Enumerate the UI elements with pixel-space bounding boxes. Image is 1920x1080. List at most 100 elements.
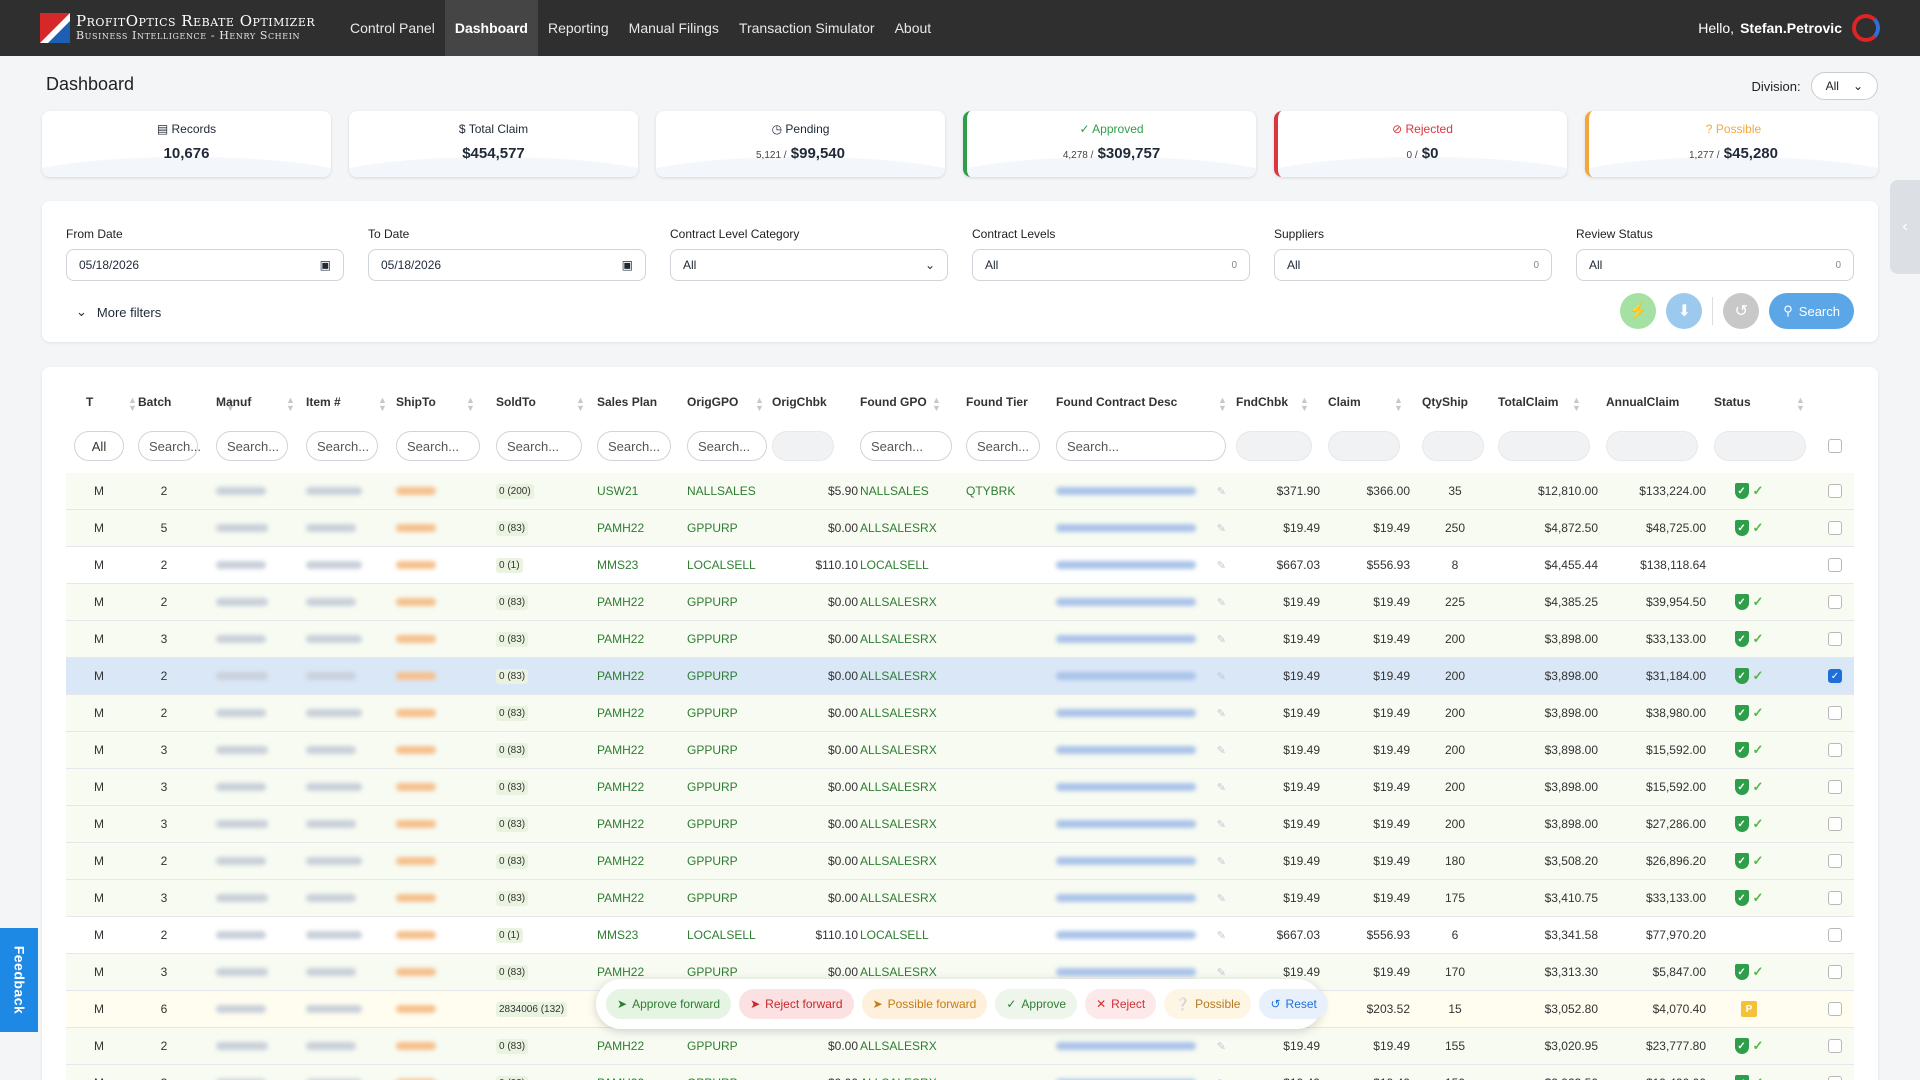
feedback-tab[interactable]: Feedback	[0, 928, 38, 1032]
row-checkbox[interactable]	[1828, 1002, 1842, 1016]
edit-icon[interactable]: ✎	[1216, 855, 1226, 868]
reject-button[interactable]: ✕ Reject	[1085, 989, 1157, 1019]
table-row[interactable]: M 2 0 (83) PAMH22 GPPURP $0.00 ALLSALESRX ✎ $19.…	[66, 695, 1854, 732]
row-checkbox[interactable]	[1828, 928, 1842, 942]
column-header[interactable]: Found Contract Desc	[1056, 395, 1178, 409]
edit-icon[interactable]: ✎	[1216, 485, 1226, 498]
row-checkbox[interactable]	[1828, 558, 1842, 572]
user-menu[interactable]: Hello, Stefan.Petrovic	[1698, 14, 1880, 42]
column-header[interactable]: QtyShip	[1422, 395, 1469, 409]
column-search-input[interactable]: Search...	[306, 431, 378, 461]
card-records[interactable]: ▤ Records 10,676	[42, 111, 331, 177]
row-checkbox[interactable]	[1828, 632, 1842, 646]
calendar-icon[interactable]: ▣	[319, 258, 331, 272]
nav-control-panel[interactable]: Control Panel	[350, 20, 435, 36]
table-row[interactable]: M30 (83)PAMH22GPPURP$0.00ALLSALESRX✎$19.…	[66, 1065, 1854, 1080]
column-search-input[interactable]: Search...	[860, 431, 952, 461]
edit-icon[interactable]: ✎	[1216, 818, 1226, 831]
review-status-select[interactable]: All 0	[1576, 249, 1854, 281]
side-panel-toggle[interactable]: ‹	[1890, 180, 1920, 274]
column-header[interactable]: SoldTo	[496, 395, 536, 409]
edit-icon[interactable]: ✎	[1216, 929, 1226, 942]
approve-forward-button[interactable]: ➤ Approve forward	[606, 989, 732, 1019]
column-header[interactable]: ShipTo	[396, 395, 436, 409]
row-checkbox[interactable]	[1828, 743, 1842, 757]
row-checkbox[interactable]	[1828, 1076, 1842, 1080]
lightning-button[interactable]: ⚡	[1620, 293, 1657, 329]
calendar-icon[interactable]: ▣	[621, 258, 633, 272]
table-row[interactable]: M 2 0 (83) PAMH22 GPPURP $0.00 ALLSALESRX ✎ $19.…	[66, 658, 1854, 695]
more-filters-toggle[interactable]: ⌄ More filters	[76, 304, 162, 320]
download-button[interactable]: ⬇	[1666, 293, 1703, 329]
column-search-input[interactable]: Search...	[687, 431, 767, 461]
user-avatar-icon[interactable]	[1852, 14, 1880, 42]
nav-reporting[interactable]: Reporting	[547, 20, 609, 36]
row-checkbox[interactable]	[1828, 521, 1842, 535]
column-search-input[interactable]: Search...	[216, 431, 288, 461]
row-checkbox[interactable]	[1828, 706, 1842, 720]
row-checkbox[interactable]	[1828, 595, 1842, 609]
column-header[interactable]: T	[86, 395, 94, 409]
select-all-checkbox[interactable]	[1828, 439, 1842, 453]
possible-forward-button[interactable]: ➤ Possible forward	[861, 989, 988, 1019]
card-pending[interactable]: ◷ Pending 5,121 / $99,540	[656, 111, 945, 177]
column-header[interactable]: TotalClaim	[1498, 395, 1559, 409]
column-header[interactable]: Item #	[306, 395, 341, 409]
row-checkbox[interactable]	[1828, 817, 1842, 831]
edit-icon[interactable]: ✎	[1216, 670, 1226, 683]
card-total-claim[interactable]: $ Total Claim $454,577	[349, 111, 638, 177]
edit-icon[interactable]: ✎	[1217, 1077, 1226, 1080]
column-search-input[interactable]: Search...	[1056, 431, 1226, 461]
row-checkbox[interactable]	[1828, 484, 1842, 498]
column-header[interactable]: OrigGPO	[687, 395, 739, 409]
reset-filters-button[interactable]: ↺	[1723, 293, 1760, 329]
column-header[interactable]: FndChbk	[1236, 395, 1288, 409]
type-filter-select[interactable]: All	[74, 431, 124, 461]
nav-dashboard[interactable]: Dashboard	[444, 0, 538, 56]
edit-icon[interactable]: ✎	[1216, 596, 1226, 609]
column-header[interactable]: Sales Plan	[597, 395, 658, 409]
column-search-input[interactable]: Search...	[496, 431, 582, 461]
table-row[interactable]: M 2 0 (83) PAMH22 GPPURP $0.00 ALLSALESRX ✎ $19.…	[66, 1028, 1854, 1065]
edit-icon[interactable]: ✎	[1216, 892, 1226, 905]
reject-forward-button[interactable]: ➤ Reject forward	[739, 989, 854, 1019]
edit-icon[interactable]: ✎	[1216, 744, 1226, 757]
column-search-input[interactable]: Search...	[966, 431, 1040, 461]
column-header[interactable]: OrigChbk	[772, 395, 827, 409]
card-possible[interactable]: ? Possible 1,277 / $45,280	[1585, 111, 1878, 177]
row-checkbox[interactable]	[1828, 854, 1842, 868]
column-header[interactable]: Status	[1714, 395, 1751, 409]
nav-about[interactable]: About	[894, 20, 932, 36]
row-checkbox[interactable]	[1828, 891, 1842, 905]
column-search-input[interactable]: Search...	[138, 431, 201, 461]
approve-button[interactable]: ✓ Approve	[995, 989, 1078, 1019]
column-header[interactable]: Claim	[1328, 395, 1361, 409]
row-checkbox[interactable]	[1828, 1039, 1842, 1053]
table-row[interactable]: M 5 0 (83) PAMH22 GPPURP $0.00 ALLSALESRX ✎ $19.…	[66, 510, 1854, 547]
row-checkbox[interactable]: ✓	[1828, 669, 1842, 683]
nav-manual-filings[interactable]: Manual Filings	[628, 20, 719, 36]
column-search-input[interactable]: Search...	[597, 431, 671, 461]
from-date-input[interactable]: 05/18/2026 ▣	[66, 249, 344, 281]
edit-icon[interactable]: ✎	[1216, 781, 1226, 794]
edit-icon[interactable]: ✎	[1216, 633, 1226, 646]
nav-transaction-simulator[interactable]: Transaction Simulator	[738, 20, 875, 36]
row-checkbox[interactable]	[1828, 780, 1842, 794]
column-search-input[interactable]: Search...	[396, 431, 480, 461]
row-checkbox[interactable]	[1828, 965, 1842, 979]
suppliers-select[interactable]: All 0	[1274, 249, 1552, 281]
column-header[interactable]: Found GPO	[860, 395, 927, 409]
division-select[interactable]: All ⌄	[1810, 72, 1878, 100]
column-header[interactable]: Batch	[138, 395, 172, 409]
to-date-input[interactable]: 05/18/2026 ▣	[368, 249, 646, 281]
edit-icon[interactable]: ✎	[1216, 966, 1226, 979]
edit-icon[interactable]: ✎	[1216, 1040, 1226, 1053]
card-approved[interactable]: ✓ Approved 4,278 / $309,757	[963, 111, 1256, 177]
app-logo[interactable]: ProfitOptics Rebate Optimizer Business I…	[40, 13, 330, 43]
